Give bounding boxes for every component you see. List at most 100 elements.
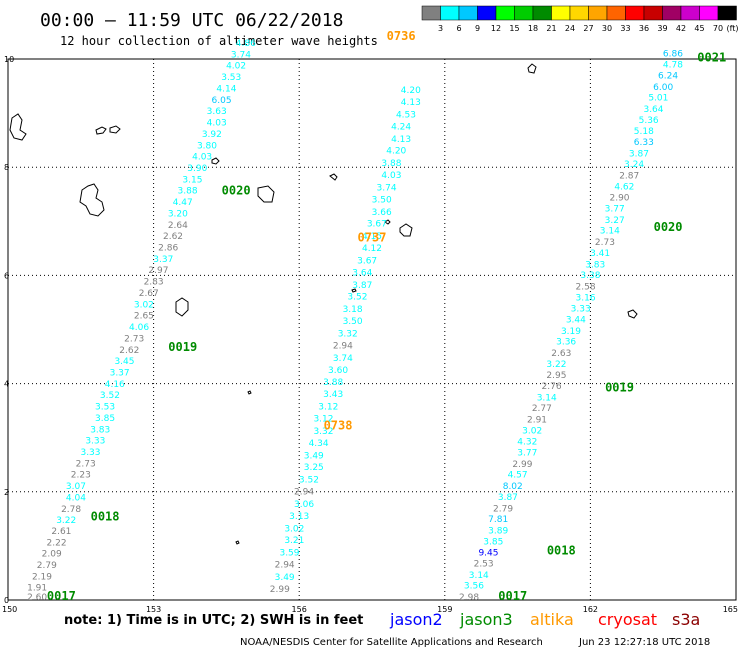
pass-time-label: 0019 — [168, 340, 197, 354]
wave-height-label: 5.01 — [648, 94, 668, 104]
y-tick-label: 2 — [4, 488, 9, 497]
y-tick-label: 4 — [4, 380, 9, 389]
island-outline — [627, 309, 638, 319]
wave-height-label: 3.88 — [381, 159, 401, 169]
island-outline — [329, 173, 338, 181]
wave-height-label: 3.13 — [289, 512, 309, 522]
wave-height-label: 3.12 — [318, 403, 338, 413]
legend-swatch — [625, 5, 645, 21]
legend-value: 70 — [713, 24, 723, 33]
y-tick-label: 6 — [4, 271, 9, 280]
wave-height-label: 3.63 — [207, 107, 227, 117]
wave-height-label: 2.76 — [542, 382, 562, 392]
wave-height-label: 2.77 — [532, 404, 552, 414]
wave-height-label: 3.87 — [498, 493, 518, 503]
wave-height-label: 2.19 — [32, 572, 52, 582]
wave-height-label: 3.74 — [333, 354, 353, 364]
axis-ticks: 150 153 156 159 162 165 0 2 4 6 8 10 — [2, 55, 738, 614]
wave-height-label: 3.20 — [168, 209, 188, 219]
wave-height-label: 3.21 — [284, 536, 304, 546]
wave-height-label: 2.22 — [47, 538, 67, 548]
wave-height-label: 3.33 — [80, 448, 100, 458]
wave-height-label: 3.19 — [561, 327, 581, 337]
wave-height-label: 4.78 — [663, 61, 683, 71]
wave-height-label: 2.99 — [512, 460, 532, 470]
wave-height-label: 2.67 — [139, 289, 159, 299]
wave-height-label: 3.77 — [517, 449, 537, 459]
legend-value: 9 — [475, 24, 480, 33]
wave-height-label: 3.64 — [643, 105, 663, 115]
legend-swatch — [458, 5, 478, 21]
wave-height-label: 3.89 — [488, 526, 508, 536]
wave-height-label: 3.22 — [546, 360, 566, 370]
wave-height-label: 3.67 — [357, 256, 377, 266]
wave-height-label: 2.87 — [619, 172, 639, 182]
wave-height-label: 3.02 — [284, 524, 304, 534]
wave-height-label: 3.92 — [202, 130, 222, 140]
wave-height-label: 3.52 — [100, 391, 120, 401]
chart-title: 00:00 – 11:59 UTC 06/22/2018 — [40, 10, 343, 31]
legend-swatch — [495, 5, 515, 21]
island-outline — [257, 185, 275, 203]
wave-height-label: 3.22 — [56, 516, 76, 526]
wave-height-label: 2.60 — [27, 593, 47, 603]
wave-height-label: 2.73 — [76, 459, 96, 469]
pass-time-label: 0736 — [387, 29, 416, 43]
wave-height-label: 3.49 — [304, 451, 324, 461]
wave-height-label: 2.91 — [527, 416, 547, 426]
legend-value: 6 — [456, 24, 461, 33]
x-tick-label: 165 — [723, 605, 738, 614]
footer-credit: NOAA/NESDIS Center for Satellite Applica… — [240, 637, 543, 648]
wave-height-label: 3.74 — [231, 50, 251, 60]
wave-height-label: 3.27 — [605, 216, 625, 226]
data-layer: 2.601.912.192.792.092.222.613.222.784.04… — [27, 29, 726, 603]
wave-height-label: 2.94 — [275, 561, 295, 571]
legend-swatch — [643, 5, 663, 21]
wave-height-label: 4.20 — [386, 147, 406, 157]
wave-height-label: 2.79 — [37, 561, 57, 571]
wave-height-label: 2.98 — [459, 593, 479, 603]
wave-height-label: 3.37 — [110, 368, 130, 378]
island-outline — [95, 126, 107, 135]
wave-height-label: 3.33 — [571, 305, 591, 315]
satellite-legend-s3a: s3a — [672, 610, 700, 629]
wave-height-label: 6.24 — [658, 71, 678, 81]
wave-height-label: 2.86 — [158, 244, 178, 254]
wave-height-label: 3.41 — [590, 249, 610, 259]
wave-height-label: 3.44 — [566, 315, 586, 325]
x-tick-label: 162 — [583, 605, 598, 614]
legend-swatch — [569, 5, 589, 21]
pass-time-label: 0017 — [498, 589, 527, 603]
satellite-legend: jason2 jason3 altika cryosat s3a — [389, 610, 700, 629]
legend-swatch — [699, 5, 719, 21]
wave-height-label: 4.12 — [362, 244, 382, 254]
wave-height-label: 3.07 — [66, 482, 86, 492]
wave-height-label: 2.78 — [61, 505, 81, 515]
wave-height-label: 3.52 — [299, 476, 319, 486]
wave-height-label: 3.50 — [372, 195, 392, 205]
wave-height-label: 2.79 — [493, 504, 513, 514]
wave-height-label: 3.12 — [313, 414, 333, 424]
x-tick-label: 150 — [2, 605, 17, 614]
wave-height-label: 4.62 — [614, 182, 634, 192]
legend-swatch — [440, 5, 460, 21]
wave-height-label: 4.03 — [381, 171, 401, 181]
chart-subtitle: 12 hour collection of altimeter wave hei… — [60, 34, 378, 48]
wave-height-label: 4.57 — [508, 471, 528, 481]
wave-height-label: 6.05 — [212, 96, 232, 106]
wave-height-label: 8.02 — [503, 482, 523, 492]
plot-frame — [7, 58, 737, 601]
wave-height-label: 4.32 — [517, 438, 537, 448]
island-outline — [247, 390, 252, 395]
wave-height-label: 6.86 — [663, 49, 683, 59]
island-outline — [9, 113, 27, 141]
pass-time-label: 0737 — [358, 230, 387, 244]
wave-height-label: 2.65 — [134, 312, 154, 322]
wave-height-label: 2.94 — [333, 341, 353, 351]
wave-height-label: 3.87 — [629, 149, 649, 159]
wave-height-label: 3.33 — [85, 437, 105, 447]
legend-value: 12 — [491, 24, 501, 33]
satellite-legend-jason3: jason3 — [459, 610, 513, 629]
wave-height-label: 3.16 — [576, 293, 596, 303]
wave-height-label: 2.97 — [148, 266, 168, 276]
